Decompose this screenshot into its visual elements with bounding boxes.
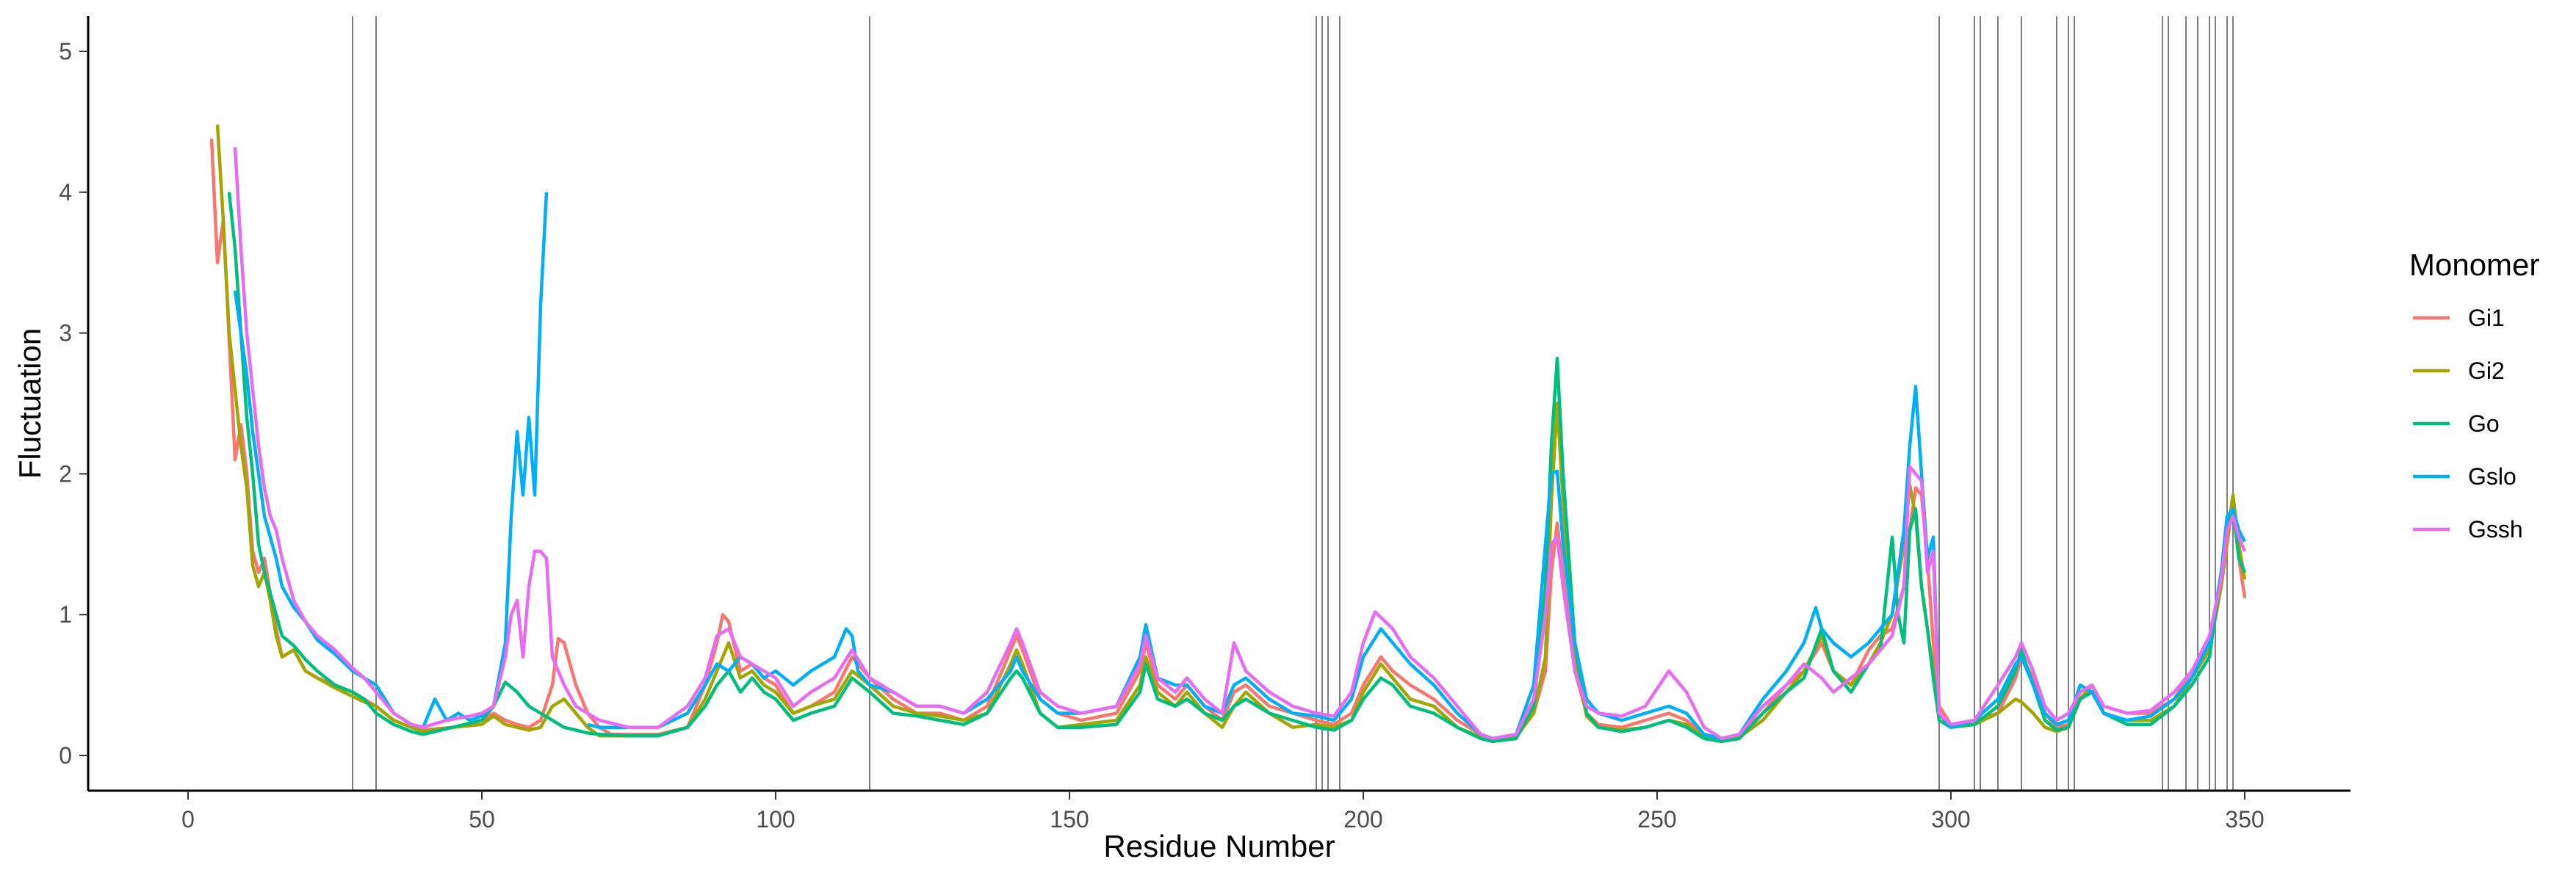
x-tick-label: 250 [1637,806,1676,833]
x-axis-ticks: 0 50 100 150 200 250 300 350 [181,791,2265,833]
y-tick-label: 0 [59,742,72,769]
legend-title: Monomer [2409,247,2539,282]
legend: Monomer Gi1 Gi2 Go Gslo Gssh [2409,247,2539,543]
y-tick-label: 2 [59,460,72,487]
y-tick-label: 3 [59,320,72,347]
x-tick-label: 350 [2225,806,2264,833]
y-axis-title: Fluctuation [12,328,47,479]
series-line-go [227,192,2247,744]
series-line-gslo [587,385,2246,741]
x-tick-label: 50 [469,806,495,833]
series-line-gslo [233,192,549,729]
y-axis-ticks: 0 1 2 3 4 5 [59,38,88,769]
legend-label-go: Go [2468,410,2500,437]
legend-label-gslo: Gslo [2468,463,2517,490]
x-tick-label: 100 [756,806,795,833]
y-tick-label: 1 [59,601,72,628]
y-tick-label: 4 [59,179,72,206]
legend-label-gi1: Gi1 [2468,305,2505,331]
x-tick-label: 150 [1050,806,1089,833]
legend-label-gi2: Gi2 [2468,358,2505,384]
series-line-gssh [233,147,2247,741]
reference-lines [352,16,2234,791]
y-tick-label: 5 [59,38,72,65]
legend-label-gssh: Gssh [2468,516,2523,543]
series-lines [209,124,2247,744]
legend-items: Gi1 Gi2 Go Gslo Gssh [2413,305,2523,543]
x-tick-label: 200 [1343,806,1382,833]
x-tick-label: 300 [1931,806,1970,833]
x-axis-title: Residue Number [1103,829,1335,863]
x-tick-label: 0 [181,806,195,833]
